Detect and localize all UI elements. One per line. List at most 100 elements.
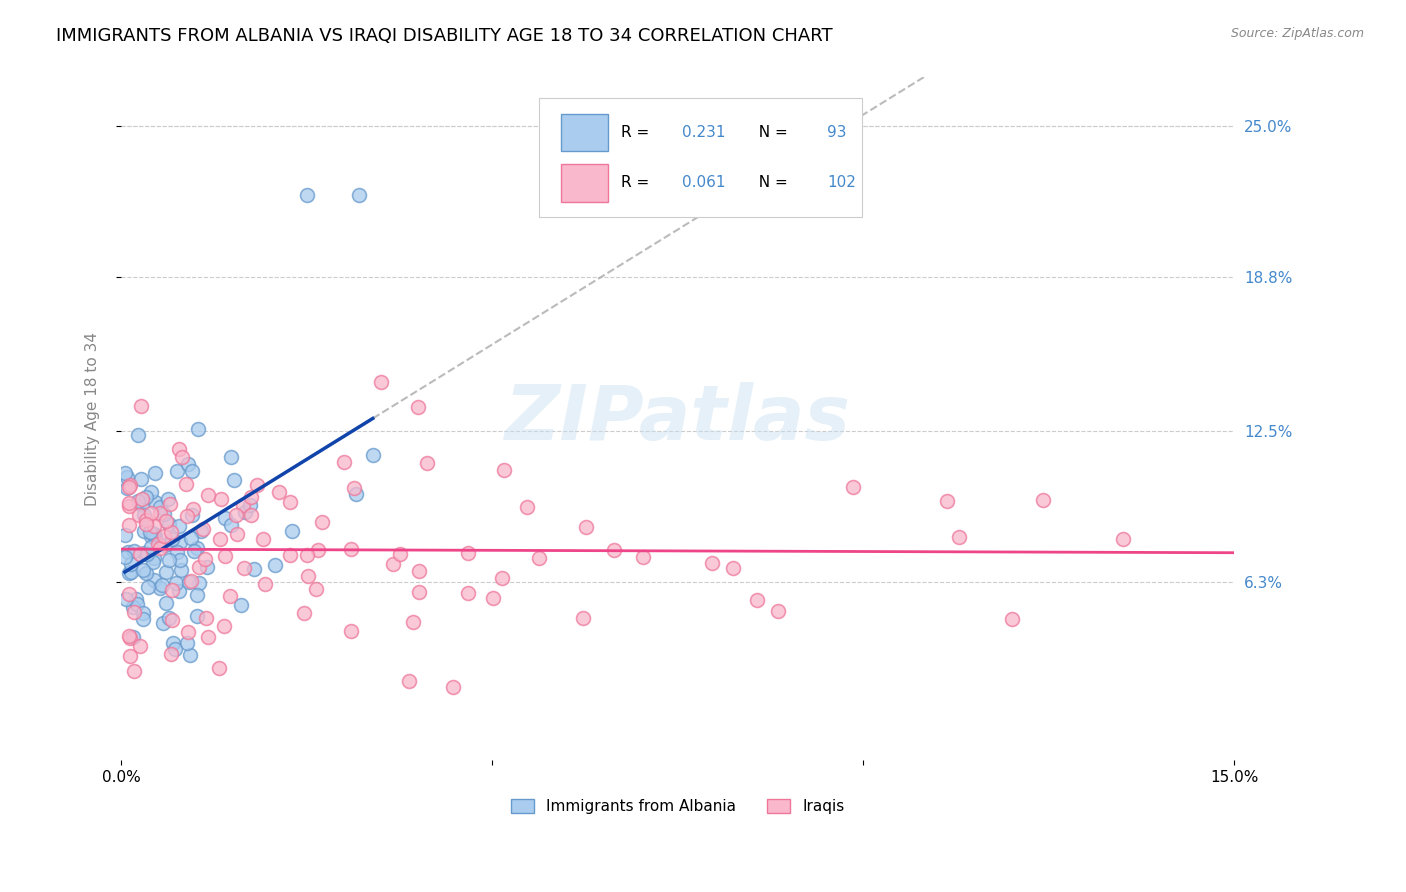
Text: N =: N = [749, 125, 793, 140]
Point [142, 527, 165, 541]
Point [768, 604, 790, 618]
Point [344, 487, 367, 501]
Point [148, 541, 170, 556]
Point [243, 561, 266, 575]
Point [129, 399, 152, 413]
Point [281, 524, 304, 538]
Point [180, 464, 202, 478]
Point [416, 456, 439, 470]
Point [160, 532, 183, 546]
Point [117, 544, 139, 558]
Text: 0.061: 0.061 [682, 176, 725, 191]
Point [745, 593, 768, 607]
Point [233, 505, 256, 519]
Point [131, 492, 153, 507]
Point [252, 532, 274, 546]
Point [179, 648, 201, 662]
Point [142, 555, 165, 569]
Point [127, 493, 149, 508]
Point [162, 636, 184, 650]
Point [125, 597, 148, 611]
FancyBboxPatch shape [561, 113, 607, 152]
Point [132, 606, 155, 620]
Point [218, 590, 240, 604]
Point [408, 564, 430, 578]
Point [219, 450, 242, 464]
Point [936, 494, 959, 508]
Point [149, 506, 172, 520]
Point [278, 549, 301, 563]
Point [292, 606, 315, 620]
Point [721, 561, 744, 575]
Point [160, 647, 183, 661]
Point [157, 516, 180, 531]
Point [156, 491, 179, 506]
Text: R =: R = [621, 125, 654, 140]
Point [194, 552, 217, 566]
Point [457, 586, 479, 600]
Point [491, 571, 513, 585]
Point [948, 530, 970, 544]
Point [169, 518, 191, 533]
Point [239, 508, 262, 522]
FancyBboxPatch shape [538, 98, 862, 218]
Point [361, 448, 384, 462]
Point [132, 524, 155, 539]
Point [180, 574, 202, 589]
Point [159, 553, 181, 567]
Point [135, 517, 157, 532]
Point [186, 541, 208, 555]
Point [209, 492, 232, 507]
Point [117, 629, 139, 643]
Point [406, 400, 429, 414]
Point [169, 535, 191, 549]
Point [1032, 492, 1054, 507]
Point [139, 506, 162, 520]
Point [183, 544, 205, 558]
Point [142, 518, 165, 533]
Point [115, 481, 138, 495]
Point [166, 464, 188, 478]
Point [311, 516, 333, 530]
Point [143, 466, 166, 480]
Point [482, 591, 505, 605]
Point [145, 494, 167, 508]
Text: 0.231: 0.231 [682, 125, 725, 140]
Point [120, 631, 142, 645]
Point [131, 499, 153, 513]
Point [120, 557, 142, 571]
Point [269, 485, 291, 500]
Point [163, 642, 186, 657]
Point [402, 615, 425, 629]
Point [187, 422, 209, 436]
Point [177, 458, 200, 472]
Point [700, 556, 723, 570]
Point [117, 587, 139, 601]
Point [117, 495, 139, 509]
Y-axis label: Disability Age 18 to 34: Disability Age 18 to 34 [86, 332, 100, 506]
Point [122, 605, 145, 619]
Point [143, 526, 166, 541]
Point [128, 508, 150, 523]
Point [176, 636, 198, 650]
Point [278, 495, 301, 509]
Point [212, 619, 235, 633]
Point [152, 507, 174, 521]
Point [166, 545, 188, 559]
Point [129, 472, 152, 486]
Text: 102: 102 [827, 176, 856, 191]
Point [155, 596, 177, 610]
Point [408, 585, 430, 599]
Point [340, 624, 363, 638]
Point [122, 544, 145, 558]
Point [134, 546, 156, 560]
Point [122, 630, 145, 644]
Point [149, 581, 172, 595]
Point [343, 481, 366, 495]
Point [128, 640, 150, 654]
Point [214, 549, 236, 564]
Point [180, 531, 202, 545]
Point [229, 598, 252, 612]
Point [141, 540, 163, 554]
Point [187, 575, 209, 590]
